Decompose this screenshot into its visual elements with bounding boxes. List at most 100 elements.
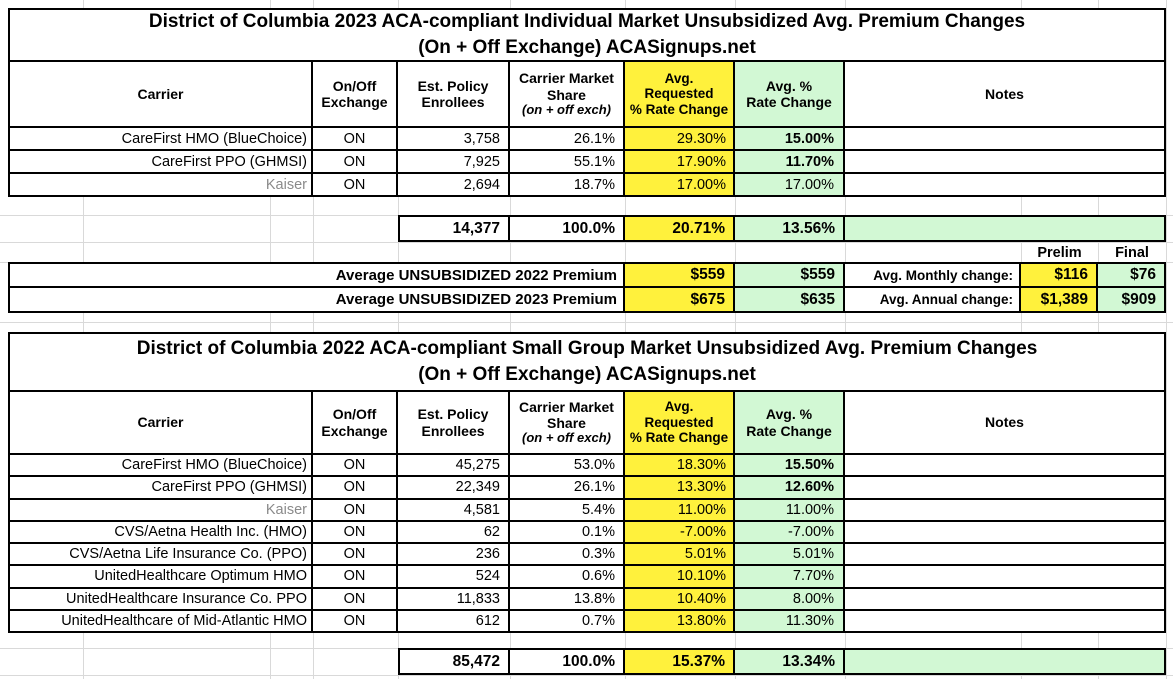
cell-carrier[interactable]: CVS/Aetna Health Inc. (HMO) bbox=[10, 521, 313, 544]
cell-exchange[interactable]: ON bbox=[313, 521, 398, 544]
col-header-enrollees[interactable]: Est. Policy Enrollees bbox=[398, 62, 510, 128]
total-requested-rate[interactable]: 15.37% bbox=[625, 650, 735, 673]
total-enrollees[interactable]: 14,377 bbox=[400, 217, 510, 240]
cell-exchange[interactable]: ON bbox=[313, 151, 398, 174]
cell-market-share[interactable]: 0.6% bbox=[510, 566, 625, 589]
cell-enrollees[interactable]: 236 bbox=[398, 544, 510, 567]
cell-exchange[interactable]: ON bbox=[313, 455, 398, 478]
cell-enrollees[interactable]: 4,581 bbox=[398, 499, 510, 522]
cell-requested-rate[interactable]: 11.00% bbox=[625, 499, 735, 522]
premium-2022-label[interactable]: Average UNSUBSIDIZED 2022 Premium bbox=[10, 264, 625, 288]
cell-market-share[interactable]: 0.7% bbox=[510, 610, 625, 633]
table-title[interactable]: District of Columbia 2022 ACA-compliant … bbox=[10, 334, 1164, 392]
premium-2023-approved[interactable]: $635 bbox=[735, 288, 845, 311]
cell-approved-rate[interactable]: 8.00% bbox=[735, 588, 845, 611]
cell-enrollees[interactable]: 45,275 bbox=[398, 455, 510, 478]
cell-market-share[interactable]: 26.1% bbox=[510, 128, 625, 151]
cell-market-share[interactable]: 18.7% bbox=[510, 174, 625, 197]
annual-change-final[interactable]: $909 bbox=[1098, 288, 1164, 311]
cell-requested-rate[interactable]: 5.01% bbox=[625, 544, 735, 567]
cell-exchange[interactable]: ON bbox=[313, 566, 398, 589]
col-header-notes[interactable]: Notes bbox=[845, 392, 1164, 455]
cell-requested-rate[interactable]: 17.90% bbox=[625, 151, 735, 174]
cell-approved-rate[interactable]: 11.00% bbox=[735, 499, 845, 522]
cell-approved-rate[interactable]: -7.00% bbox=[735, 521, 845, 544]
cell-market-share[interactable]: 5.4% bbox=[510, 499, 625, 522]
total-requested-rate[interactable]: 20.71% bbox=[625, 217, 735, 240]
cell-enrollees[interactable]: 11,833 bbox=[398, 588, 510, 611]
cell-approved-rate[interactable]: 5.01% bbox=[735, 544, 845, 567]
cell-carrier[interactable]: CareFirst HMO (BlueChoice) bbox=[10, 128, 313, 151]
total-enrollees[interactable]: 85,472 bbox=[400, 650, 510, 673]
col-header-notes[interactable]: Notes bbox=[845, 62, 1164, 128]
table-title[interactable]: District of Columbia 2023 ACA-compliant … bbox=[10, 10, 1164, 62]
cell-carrier[interactable]: CareFirst PPO (GHMSI) bbox=[10, 151, 313, 174]
prelim-column-label[interactable]: Prelim bbox=[1037, 244, 1082, 261]
cell-approved-rate[interactable]: 7.70% bbox=[735, 566, 845, 589]
cell-requested-rate[interactable]: 13.80% bbox=[625, 610, 735, 633]
cell-exchange[interactable]: ON bbox=[313, 174, 398, 197]
cell-approved-rate[interactable]: 15.00% bbox=[735, 128, 845, 151]
final-column-label[interactable]: Final bbox=[1115, 244, 1149, 261]
cell-approved-rate[interactable]: 11.30% bbox=[735, 610, 845, 633]
cell-notes[interactable] bbox=[845, 588, 1164, 611]
cell-notes[interactable] bbox=[845, 499, 1164, 522]
monthly-change-prelim[interactable]: $116 bbox=[1021, 264, 1098, 288]
cell-enrollees[interactable]: 612 bbox=[398, 610, 510, 633]
cell-exchange[interactable]: ON bbox=[313, 610, 398, 633]
col-header-carrier[interactable]: Carrier bbox=[10, 392, 313, 455]
cell-requested-rate[interactable]: 10.40% bbox=[625, 588, 735, 611]
cell-requested-rate[interactable]: 10.10% bbox=[625, 566, 735, 589]
cell-exchange[interactable]: ON bbox=[313, 544, 398, 567]
cell-requested-rate[interactable]: 13.30% bbox=[625, 477, 735, 500]
cell-carrier[interactable]: CareFirst HMO (BlueChoice) bbox=[10, 455, 313, 478]
cell-notes[interactable] bbox=[845, 477, 1164, 500]
premium-2022-requested[interactable]: $559 bbox=[625, 264, 735, 288]
cell-market-share[interactable]: 55.1% bbox=[510, 151, 625, 174]
cell-enrollees[interactable]: 7,925 bbox=[398, 151, 510, 174]
annual-change-label[interactable]: Avg. Annual change: bbox=[845, 288, 1021, 311]
col-header-enrollees[interactable]: Est. Policy Enrollees bbox=[398, 392, 510, 455]
monthly-change-final[interactable]: $76 bbox=[1098, 264, 1164, 288]
cell-notes[interactable] bbox=[845, 151, 1164, 174]
cell-notes[interactable] bbox=[845, 521, 1164, 544]
col-header-exchange[interactable]: On/Off Exchange bbox=[313, 392, 398, 455]
total-approved-rate[interactable]: 13.34% bbox=[735, 650, 845, 673]
cell-exchange[interactable]: ON bbox=[313, 477, 398, 500]
cell-notes[interactable] bbox=[845, 174, 1164, 197]
col-header-requested-rate[interactable]: Avg. Requested % Rate Change bbox=[625, 62, 735, 128]
cell-enrollees[interactable]: 3,758 bbox=[398, 128, 510, 151]
cell-approved-rate[interactable]: 12.60% bbox=[735, 477, 845, 500]
cell-carrier[interactable]: Kaiser bbox=[10, 499, 313, 522]
premium-2023-requested[interactable]: $675 bbox=[625, 288, 735, 311]
cell-requested-rate[interactable]: 29.30% bbox=[625, 128, 735, 151]
cell-requested-rate[interactable]: 18.30% bbox=[625, 455, 735, 478]
cell-carrier[interactable]: UnitedHealthcare of Mid-Atlantic HMO bbox=[10, 610, 313, 633]
cell-market-share[interactable]: 26.1% bbox=[510, 477, 625, 500]
cell-carrier[interactable]: CVS/Aetna Life Insurance Co. (PPO) bbox=[10, 544, 313, 567]
annual-change-prelim[interactable]: $1,389 bbox=[1021, 288, 1098, 311]
total-notes[interactable] bbox=[845, 217, 1164, 240]
cell-exchange[interactable]: ON bbox=[313, 128, 398, 151]
cell-exchange[interactable]: ON bbox=[313, 499, 398, 522]
premium-2022-approved[interactable]: $559 bbox=[735, 264, 845, 288]
cell-market-share[interactable]: 53.0% bbox=[510, 455, 625, 478]
col-header-exchange[interactable]: On/Off Exchange bbox=[313, 62, 398, 128]
premium-2023-label[interactable]: Average UNSUBSIDIZED 2023 Premium bbox=[10, 288, 625, 311]
cell-market-share[interactable]: 13.8% bbox=[510, 588, 625, 611]
cell-carrier[interactable]: UnitedHealthcare Insurance Co. PPO bbox=[10, 588, 313, 611]
total-approved-rate[interactable]: 13.56% bbox=[735, 217, 845, 240]
cell-notes[interactable] bbox=[845, 566, 1164, 589]
cell-approved-rate[interactable]: 17.00% bbox=[735, 174, 845, 197]
cell-carrier[interactable]: Kaiser bbox=[10, 174, 313, 197]
total-market-share[interactable]: 100.0% bbox=[510, 217, 625, 240]
cell-notes[interactable] bbox=[845, 544, 1164, 567]
col-header-approved-rate[interactable]: Avg. % Rate Change bbox=[735, 62, 845, 128]
cell-enrollees[interactable]: 2,694 bbox=[398, 174, 510, 197]
total-market-share[interactable]: 100.0% bbox=[510, 650, 625, 673]
total-notes[interactable] bbox=[845, 650, 1164, 673]
cell-market-share[interactable]: 0.1% bbox=[510, 521, 625, 544]
col-header-approved-rate[interactable]: Avg. % Rate Change bbox=[735, 392, 845, 455]
cell-enrollees[interactable]: 22,349 bbox=[398, 477, 510, 500]
cell-notes[interactable] bbox=[845, 455, 1164, 478]
